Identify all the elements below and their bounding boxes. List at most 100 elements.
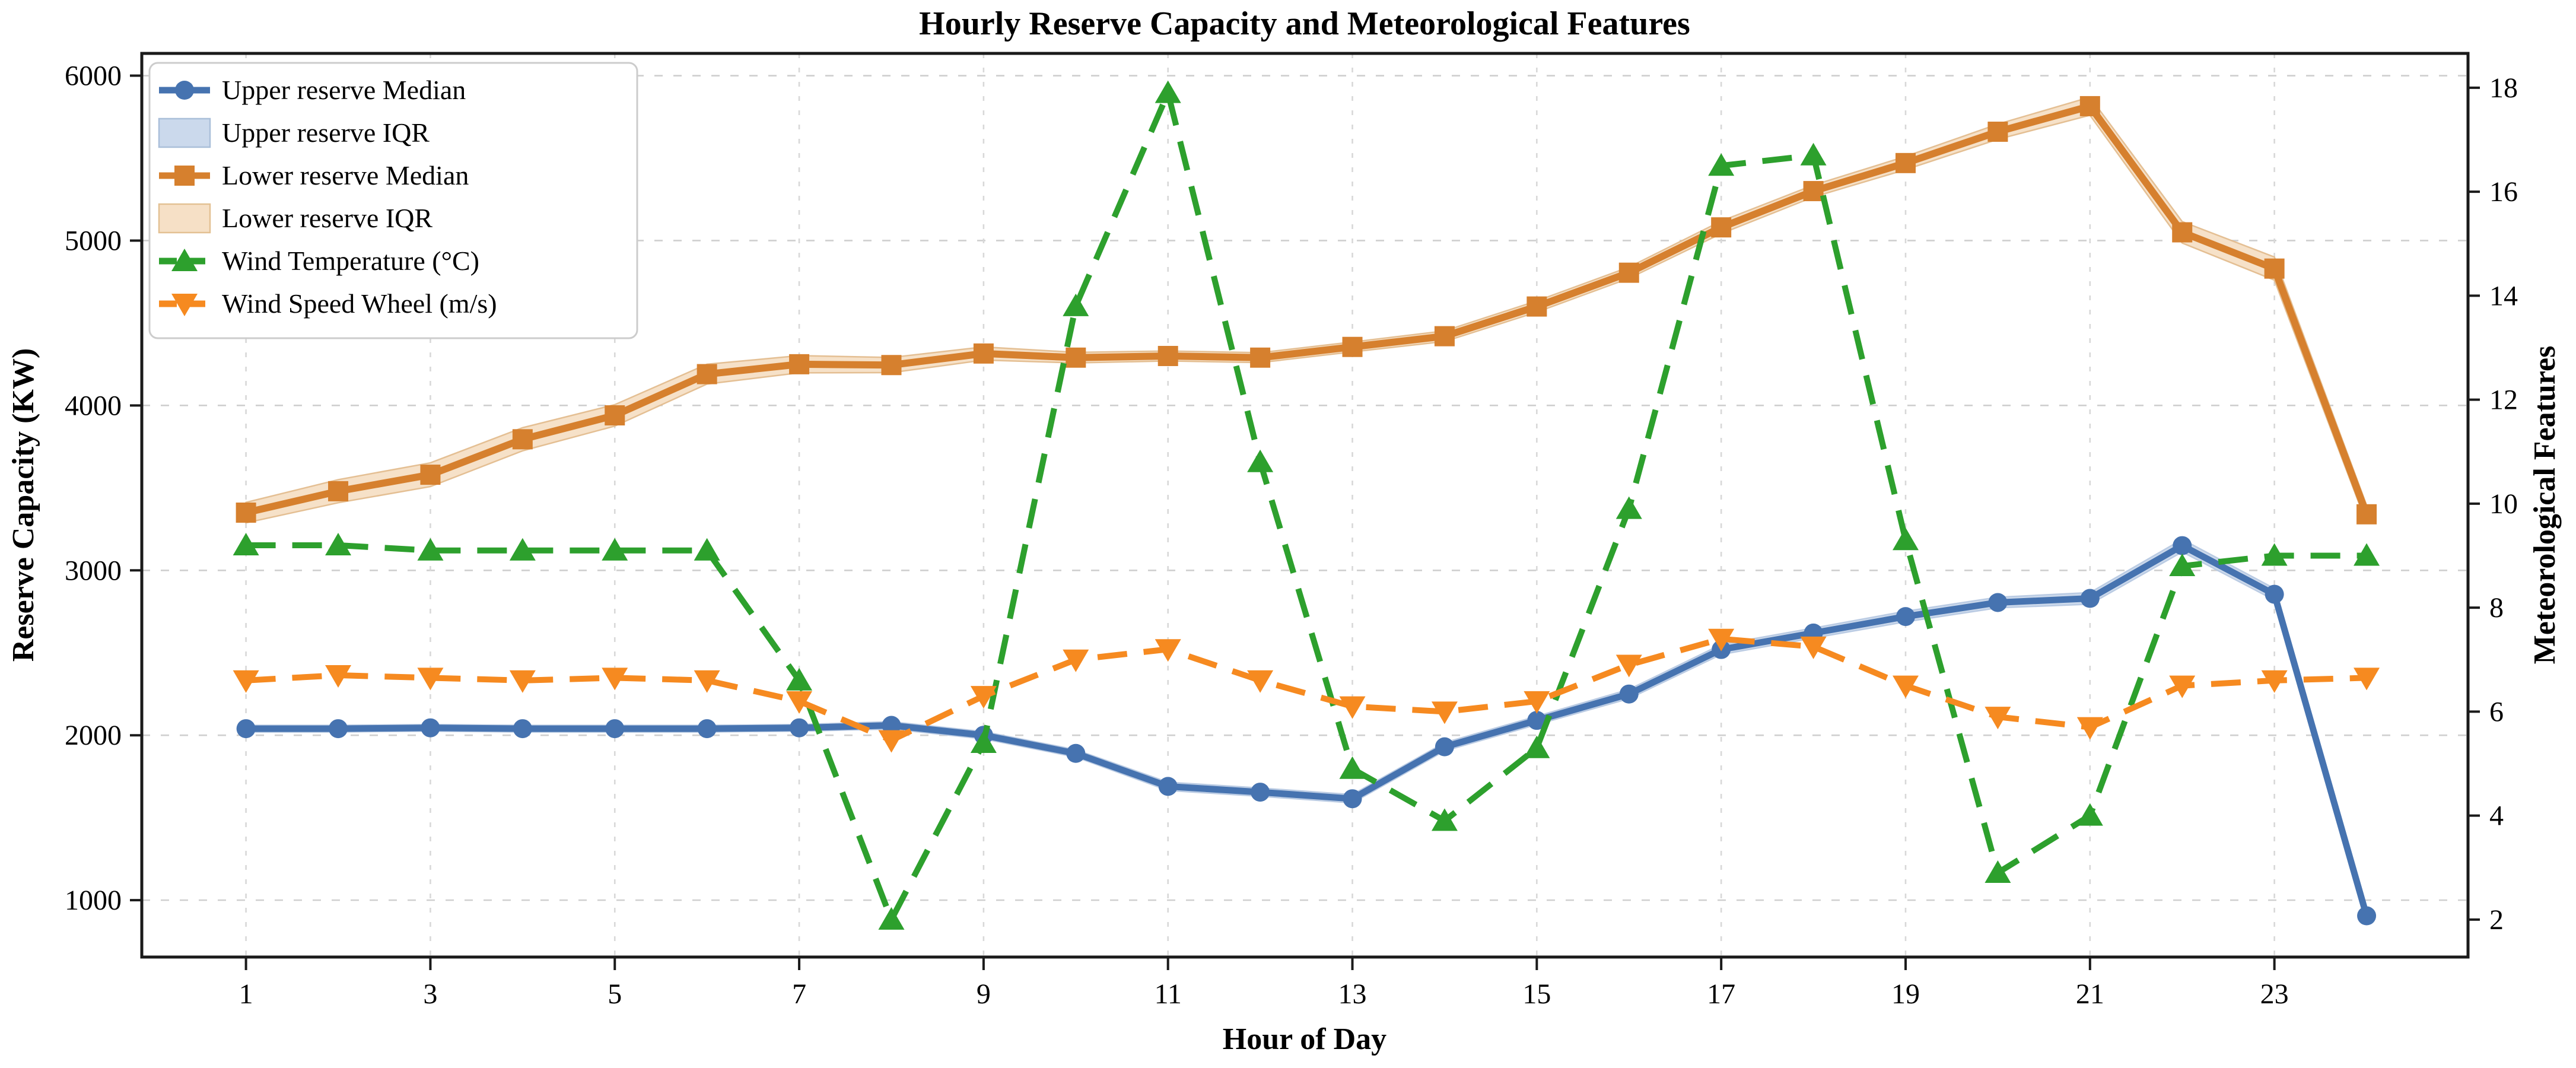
data-point-marker <box>878 907 905 930</box>
data-point-marker <box>236 503 256 523</box>
y-left-axis-label: Reserve Capacity (KW) <box>7 348 40 662</box>
data-point-marker <box>1157 345 1178 366</box>
series-line <box>246 635 2367 743</box>
legend-item: Upper reserve IQR <box>158 117 430 148</box>
data-point-marker <box>1524 691 1550 714</box>
data-point-marker <box>421 718 440 738</box>
x-tick-label: 19 <box>1891 978 1920 1010</box>
x-tick-label: 3 <box>423 978 437 1010</box>
data-point-marker <box>171 249 198 271</box>
legend-item: Wind Speed Wheel (m/s) <box>159 288 497 319</box>
data-point-marker <box>509 538 536 561</box>
data-point-marker <box>512 429 533 450</box>
data-point-marker <box>605 719 625 739</box>
data-point-marker <box>2261 670 2288 693</box>
data-point-marker <box>2172 222 2193 243</box>
data-point-marker <box>1987 122 2008 142</box>
legend-item-label: Lower reserve IQR <box>222 203 432 233</box>
y-left-tick-label: 3000 <box>65 555 122 586</box>
y-left-tick-label: 6000 <box>65 61 122 92</box>
x-tick-label: 13 <box>1338 978 1367 1010</box>
data-point-marker <box>2354 668 2380 691</box>
data-point-marker <box>233 670 259 693</box>
series-line <box>246 90 2367 923</box>
data-point-marker <box>1892 527 1919 551</box>
x-tick-label: 15 <box>1522 978 1551 1010</box>
data-point-marker <box>325 665 352 688</box>
data-point-marker <box>1619 684 1639 704</box>
data-point-marker <box>1800 142 1827 166</box>
data-point-marker <box>1615 496 1642 519</box>
data-point-marker <box>509 670 536 693</box>
data-point-marker <box>789 354 810 374</box>
x-tick-label: 21 <box>2076 978 2104 1010</box>
data-point-marker <box>2265 584 2284 604</box>
data-point-marker <box>2076 717 2103 740</box>
data-point-marker <box>2356 504 2377 525</box>
data-series <box>233 80 2380 930</box>
data-point-marker <box>970 730 997 753</box>
data-point-marker <box>1066 347 1086 368</box>
data-point-marker <box>790 718 809 738</box>
y-right-tick-label: 4 <box>2489 800 2504 832</box>
data-point-marker <box>1708 628 1735 651</box>
data-point-marker <box>1342 336 1363 357</box>
series-line <box>246 542 2370 917</box>
data-point-marker <box>973 343 994 364</box>
data-point-marker <box>417 668 444 691</box>
y-right-tick-label: 8 <box>2489 592 2504 624</box>
data-point-marker <box>1343 789 1362 809</box>
data-point-marker <box>1896 607 1915 627</box>
legend-item-label: Wind Speed Wheel (m/s) <box>222 288 497 319</box>
y-left-tick-label: 2000 <box>65 720 122 751</box>
data-point-marker <box>1708 153 1735 176</box>
data-point-marker <box>1063 649 1089 672</box>
data-point-marker <box>2354 543 2380 566</box>
data-point-marker <box>1158 777 1178 796</box>
data-point-marker <box>786 691 813 714</box>
x-tick-label: 7 <box>792 978 806 1010</box>
data-point-marker <box>2076 803 2103 826</box>
axis-ticks <box>130 74 2480 970</box>
legend-item-label: Upper reserve Median <box>222 75 466 105</box>
data-point-marker <box>2079 96 2100 116</box>
data-point-marker <box>1988 593 2008 612</box>
data-point-marker <box>1339 696 1366 719</box>
data-point-marker <box>1063 293 1089 316</box>
data-point-marker <box>1618 262 1639 283</box>
data-point-marker <box>1431 808 1458 831</box>
legend-item-label: Wind Temperature (°C) <box>222 246 479 276</box>
legend-box <box>148 62 638 339</box>
data-point-marker <box>233 532 259 555</box>
legend-item: Lower reserve Median <box>159 160 469 190</box>
x-axis-label: Hour of Day <box>1223 1022 1386 1056</box>
data-point-marker <box>1155 639 1181 662</box>
x-tick-label: 11 <box>1155 978 1182 1010</box>
data-point-marker <box>175 81 194 100</box>
data-point-marker <box>786 668 813 691</box>
data-point-marker <box>970 686 997 709</box>
data-point-marker <box>1524 735 1550 758</box>
data-point-marker <box>2264 258 2285 279</box>
data-point-marker <box>602 538 628 561</box>
data-point-marker <box>694 538 720 561</box>
data-point-marker <box>1434 326 1455 347</box>
x-tick-label: 23 <box>2260 978 2289 1010</box>
data-point-marker <box>2169 675 2196 698</box>
data-point-marker <box>1435 737 1454 757</box>
data-point-marker <box>694 670 720 693</box>
legend-item: Upper reserve Median <box>159 75 466 105</box>
data-point-marker <box>174 166 195 186</box>
data-point-marker <box>420 465 441 485</box>
data-point-marker <box>1526 296 1547 317</box>
data-point-marker <box>881 355 902 376</box>
data-point-marker <box>325 532 352 555</box>
data-point-marker <box>697 364 717 384</box>
y-right-tick-label: 14 <box>2489 280 2518 312</box>
y-left-tick-label: 5000 <box>65 225 122 256</box>
data-point-marker <box>1527 711 1547 730</box>
data-point-marker <box>1800 636 1827 659</box>
data-point-marker <box>1711 217 1732 238</box>
